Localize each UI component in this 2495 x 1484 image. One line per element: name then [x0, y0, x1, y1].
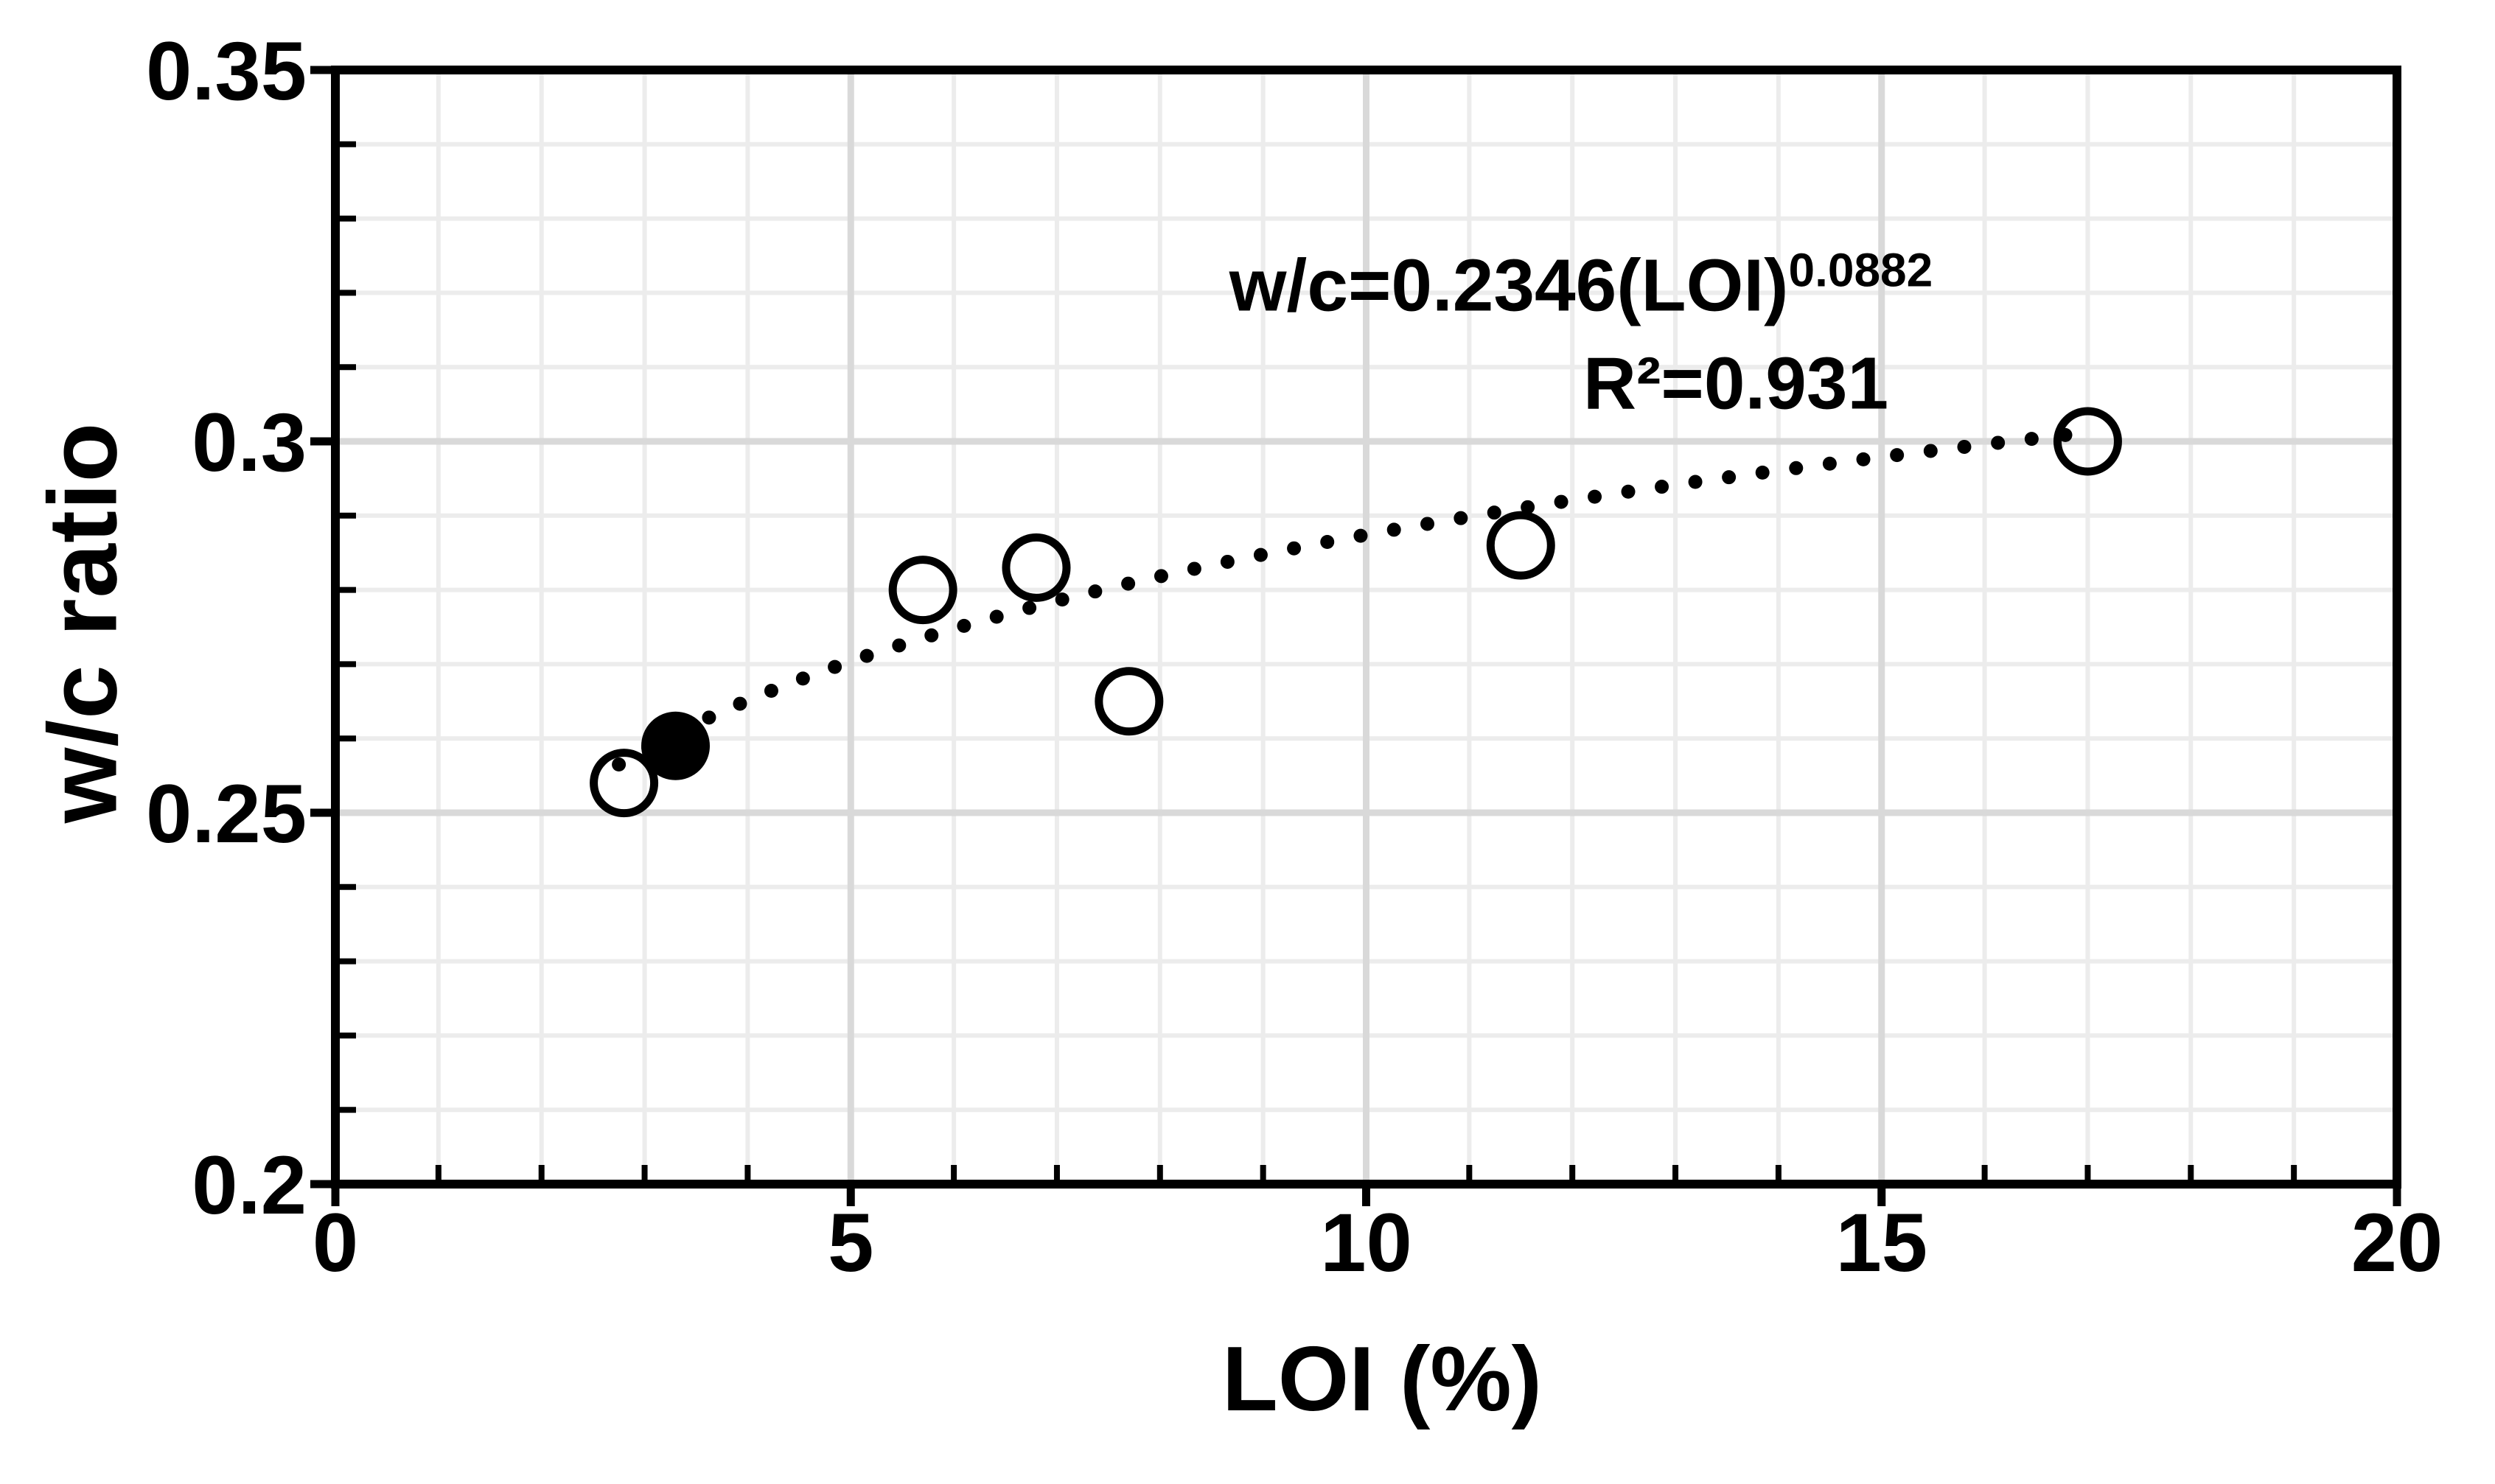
data-point-open	[1095, 667, 1164, 736]
r-squared-label: R²=0.931	[1583, 342, 1889, 425]
y-tick-label: 0.35	[146, 25, 307, 117]
trend-line	[612, 426, 2090, 771]
y-tick-label: 0.2	[192, 1139, 307, 1231]
y-tick-label: 0.3	[192, 396, 307, 489]
data-point-filled	[641, 711, 711, 780]
y-tick-label: 0.25	[146, 768, 307, 860]
trendline-equation: w/c=0.2346(LOI)0.0882	[1229, 243, 1933, 329]
gridlines-major	[335, 70, 2397, 1184]
tick-labels: 0 5 10 15 20 0.2 0.25 0.3 0.35	[146, 25, 2443, 1289]
data-point-open	[590, 749, 659, 818]
x-tick-label: 20	[2351, 1197, 2443, 1289]
y-axis-title: w/c ratio	[28, 421, 137, 824]
x-tick-label: 15	[1835, 1197, 1927, 1289]
data-point-open	[1002, 533, 1071, 602]
equation-exponent: 0.0882	[1788, 243, 1933, 297]
equation-base: w/c=0.2346(LOI)	[1229, 244, 1789, 327]
x-axis-title: LOI (%)	[1222, 1329, 1542, 1430]
x-tick-label: 5	[828, 1197, 873, 1289]
x-tick-label: 10	[1320, 1197, 1412, 1289]
data-point-open	[2053, 407, 2122, 476]
data-point-open	[1486, 511, 1555, 580]
x-tick-label: 0	[313, 1197, 358, 1289]
fitted-curve	[612, 426, 2090, 771]
data-points	[590, 407, 2122, 818]
data-point-open	[888, 556, 957, 625]
axis-ticks	[310, 66, 2401, 1206]
